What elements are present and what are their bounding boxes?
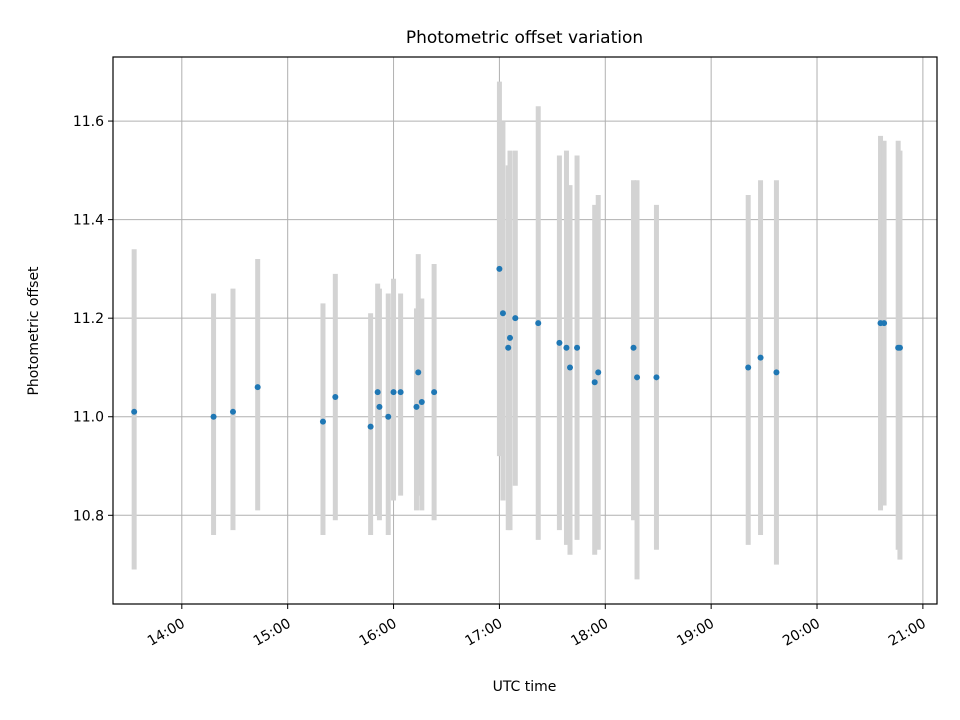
data-point [418,398,425,405]
x-tick-label: 17:00 [462,616,505,650]
data-point [634,374,641,381]
data-point [535,320,542,327]
x-tick-label: 16:00 [357,616,400,650]
data-point [505,344,512,351]
data-point [653,374,660,381]
data-point [385,413,392,420]
data-point [431,389,438,396]
data-point [507,334,514,341]
data-point [595,369,602,376]
data-point [415,369,422,376]
data-point [745,364,752,371]
data-point [254,384,261,391]
x-axis-ticks: 14:00 15:00 16:00 17:00 18:00 19:00 20:00 21:00 [145,604,929,650]
y-tick-label: 11.4 [73,213,104,229]
data-point [591,379,598,386]
x-tick-label: 21:00 [886,616,929,650]
y-axis-ticks: 10.8 11.0 11.2 11.4 11.6 [73,114,113,524]
data-point [499,310,506,317]
data-point [319,418,326,425]
data-point [896,344,903,351]
data-point [757,354,764,361]
data-point [496,265,503,272]
data-point [397,389,404,396]
y-tick-label: 11.6 [73,114,104,130]
data-point [556,339,563,346]
chart-title: Photometric offset variation [406,28,643,48]
data-point [630,344,637,351]
data-point [131,408,138,415]
data-point [563,344,570,351]
x-tick-label: 15:00 [251,616,294,650]
data-point [512,315,519,322]
data-point [390,389,397,396]
data-points [131,265,903,430]
x-tick-label: 18:00 [568,616,611,650]
data-point [332,394,339,401]
data-point [773,369,780,376]
error-bars [131,81,903,580]
y-tick-label: 11.0 [73,410,104,426]
x-tick-label: 19:00 [674,616,717,650]
data-point [376,403,383,410]
y-axis-label: Photometric offset [26,266,42,396]
data-point [566,364,573,371]
x-axis-label: UTC time [493,679,557,695]
y-tick-label: 11.2 [73,311,104,327]
data-point [374,389,381,396]
data-point [881,320,888,327]
y-tick-label: 10.8 [73,508,104,524]
data-point [229,408,236,415]
x-tick-label: 14:00 [145,616,188,650]
grid [113,57,937,604]
plot-frame [112,56,938,605]
data-point [367,423,374,430]
data-point [210,413,217,420]
data-point [574,344,581,351]
x-tick-label: 20:00 [780,616,823,650]
data-point [413,403,420,410]
